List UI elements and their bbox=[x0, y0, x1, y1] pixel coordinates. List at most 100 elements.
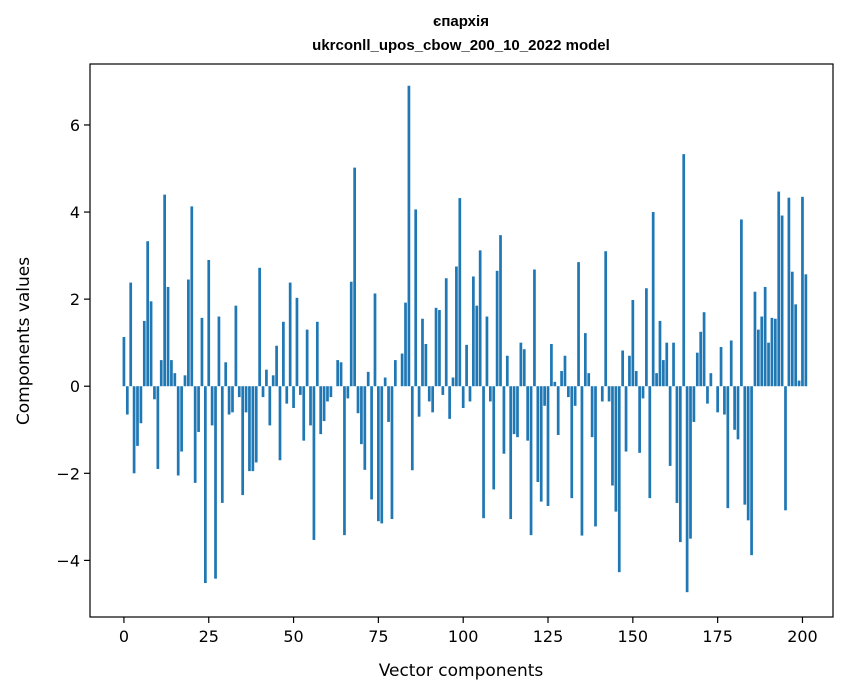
bar bbox=[797, 380, 801, 387]
bar bbox=[163, 194, 166, 387]
bar bbox=[190, 206, 194, 387]
bar bbox=[390, 386, 394, 520]
bar bbox=[170, 360, 173, 387]
bar bbox=[203, 386, 207, 584]
bar bbox=[594, 386, 597, 527]
bar bbox=[607, 386, 611, 402]
y-tick-label: 2 bbox=[70, 290, 80, 309]
bar bbox=[692, 386, 696, 422]
bar bbox=[617, 386, 621, 573]
bar bbox=[801, 196, 804, 387]
bar bbox=[346, 386, 350, 399]
x-tick-label: 100 bbox=[448, 627, 479, 646]
bar bbox=[305, 329, 309, 387]
bar bbox=[631, 300, 635, 387]
bar bbox=[638, 386, 641, 453]
bar bbox=[410, 386, 414, 471]
bar bbox=[166, 286, 170, 387]
bar bbox=[478, 250, 482, 387]
bar bbox=[641, 386, 645, 399]
bar bbox=[723, 386, 726, 415]
bar bbox=[298, 386, 302, 395]
bar bbox=[546, 386, 550, 506]
y-tick-label: −4 bbox=[56, 551, 80, 570]
bar bbox=[695, 352, 699, 387]
bar bbox=[421, 318, 424, 387]
bar bbox=[210, 386, 214, 426]
bar bbox=[740, 219, 743, 387]
y-tick-label: 0 bbox=[70, 377, 80, 396]
bar bbox=[329, 386, 333, 398]
bar bbox=[377, 386, 380, 522]
bar bbox=[492, 386, 496, 490]
bar bbox=[153, 386, 156, 400]
bar bbox=[441, 386, 445, 395]
bar bbox=[282, 321, 285, 387]
bar bbox=[621, 350, 625, 387]
y-axis-label: Components values bbox=[14, 257, 34, 425]
bar bbox=[628, 355, 631, 387]
bar bbox=[655, 373, 658, 387]
bar bbox=[556, 386, 560, 435]
bar bbox=[675, 386, 679, 503]
bar bbox=[536, 386, 540, 483]
bar bbox=[678, 386, 682, 543]
x-tick-label: 125 bbox=[533, 627, 564, 646]
bar bbox=[387, 386, 390, 422]
bar bbox=[475, 305, 479, 387]
bar bbox=[645, 288, 648, 387]
bar bbox=[509, 386, 513, 520]
bar bbox=[424, 343, 428, 387]
bar bbox=[767, 342, 770, 387]
bar bbox=[760, 316, 764, 387]
bar bbox=[339, 362, 343, 387]
bar bbox=[434, 307, 438, 387]
bar bbox=[261, 386, 265, 398]
bar bbox=[268, 386, 272, 426]
bar bbox=[553, 381, 557, 387]
bar bbox=[217, 316, 221, 387]
bar bbox=[431, 386, 435, 413]
bar bbox=[662, 360, 665, 387]
bar bbox=[787, 197, 791, 387]
bar bbox=[309, 386, 312, 426]
bar bbox=[326, 386, 329, 402]
bar bbox=[187, 279, 190, 387]
x-axis-label: Vector components bbox=[379, 661, 544, 681]
bar bbox=[743, 386, 747, 505]
bar bbox=[343, 386, 346, 536]
bar bbox=[719, 347, 723, 387]
bar bbox=[122, 337, 126, 387]
bar bbox=[125, 386, 129, 415]
bar bbox=[753, 291, 757, 387]
bar bbox=[227, 386, 231, 415]
bar bbox=[702, 312, 706, 387]
bar bbox=[600, 386, 604, 402]
bar bbox=[448, 386, 451, 419]
bar bbox=[624, 386, 628, 452]
bar bbox=[519, 342, 523, 387]
bar bbox=[709, 373, 713, 387]
bar bbox=[784, 386, 787, 511]
bar bbox=[773, 318, 777, 387]
bar bbox=[461, 386, 465, 408]
bar bbox=[302, 386, 306, 441]
bar bbox=[363, 386, 367, 470]
bar bbox=[275, 345, 278, 387]
bar bbox=[729, 340, 733, 387]
bar bbox=[757, 329, 760, 387]
x-axis-ticks: 0 25 50 75 100 125 150 175 200 bbox=[119, 617, 818, 646]
bar bbox=[383, 377, 387, 387]
bar bbox=[516, 386, 519, 438]
bar bbox=[780, 215, 784, 387]
bar bbox=[777, 191, 781, 387]
bar bbox=[533, 269, 536, 387]
bar bbox=[295, 297, 299, 387]
y-axis-ticks: −4 −2 0 2 4 6 bbox=[56, 116, 90, 570]
bar bbox=[237, 386, 241, 398]
bar bbox=[790, 271, 794, 387]
bar bbox=[353, 167, 356, 387]
bar bbox=[400, 353, 404, 387]
y-tick-label: 4 bbox=[70, 203, 80, 222]
bar bbox=[485, 316, 489, 387]
